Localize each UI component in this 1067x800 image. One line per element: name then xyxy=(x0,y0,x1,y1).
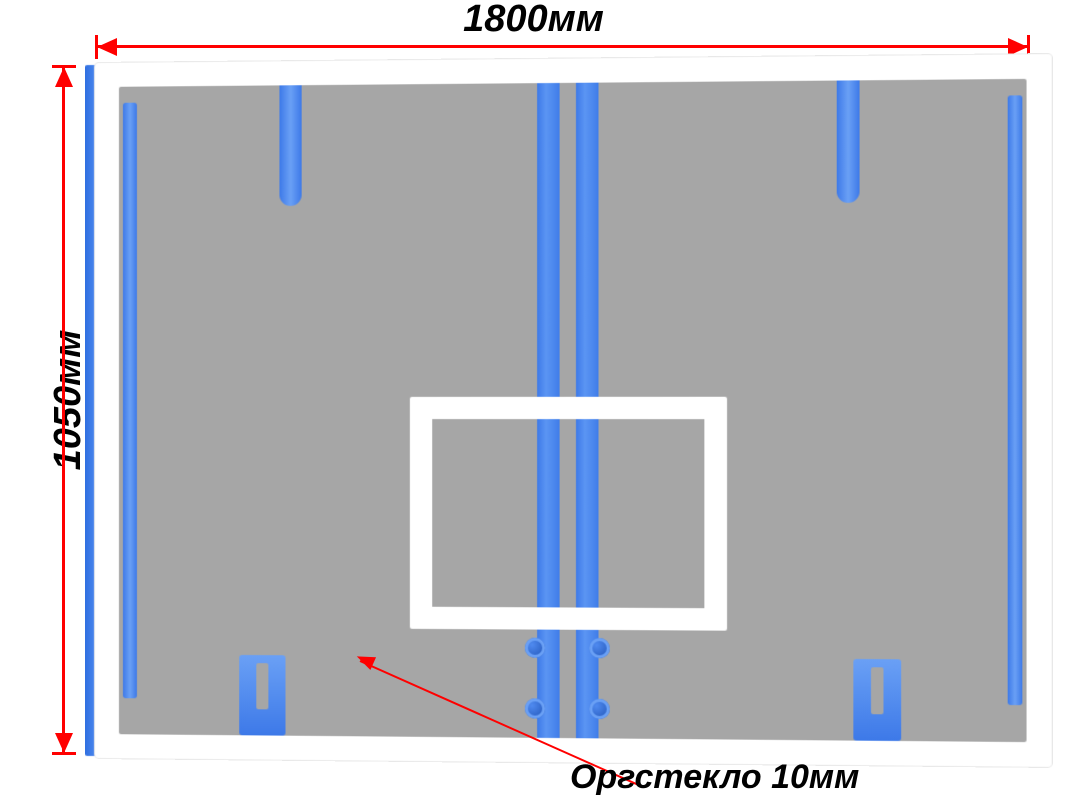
bottom-bracket-left-icon xyxy=(239,655,285,736)
target-rectangle xyxy=(409,397,726,631)
backboard xyxy=(95,63,1030,758)
diagram-stage: 1800мм 1050мм xyxy=(0,0,1067,800)
height-dimension-label: 1050мм xyxy=(47,330,90,471)
board-frame xyxy=(95,54,1052,767)
mount-slot-right-icon xyxy=(837,80,860,203)
height-dimension-line xyxy=(62,65,66,755)
board-glass xyxy=(119,79,1027,742)
width-dimension-label: 1800мм xyxy=(0,0,1067,41)
side-rail-left-icon xyxy=(123,103,137,699)
material-callout-label: Оргстекло 10мм xyxy=(570,758,859,797)
bolt-holes xyxy=(119,79,1027,87)
bottom-bracket-right-icon xyxy=(853,659,901,741)
bolt-hole-icon xyxy=(589,699,609,719)
bolt-hole-icon xyxy=(589,638,609,658)
mount-slot-left-icon xyxy=(279,85,301,206)
width-dimension-line xyxy=(95,45,1030,49)
side-rail-right-icon xyxy=(1008,95,1023,705)
